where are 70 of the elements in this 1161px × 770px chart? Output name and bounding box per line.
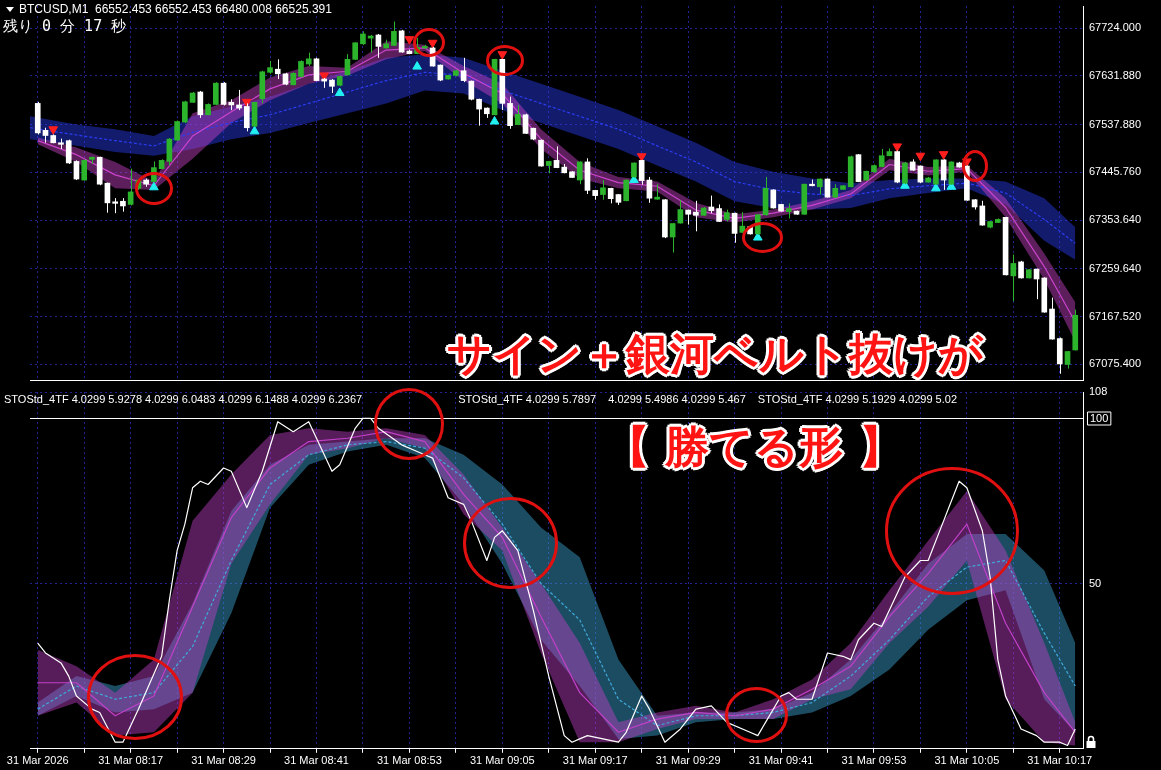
y-tick-label: 67353.640: [1089, 213, 1141, 226]
candlestick: [569, 170, 575, 179]
line-series: [30, 71, 1076, 244]
annotation: サイン＋銀河ベルト抜けが: [447, 328, 983, 379]
candlestick: [716, 203, 722, 223]
point: [241, 98, 252, 108]
x-tick-label: 31 Mar 08:53: [376, 754, 442, 767]
candlestick: [352, 41, 359, 61]
x-tick-label: 31 Mar 10:17: [1027, 754, 1093, 767]
y-tick-label: 67537.880: [1089, 117, 1141, 130]
annotation: STOStd_4TF 4.0299 5.7897: [458, 393, 597, 405]
candlestick: [995, 217, 1001, 224]
x-tick-label: 31 Mar 08:29: [191, 754, 256, 767]
candlestick: [840, 184, 846, 191]
candlestick: [58, 138, 64, 150]
candlestick: [329, 78, 335, 94]
annotation: STOStd_4TF 4.0299 5.9278 4.0299 6.0483 4.0299 6.1488 4.0299 6.2367: [4, 393, 363, 405]
point: [334, 87, 345, 97]
candlestick: [987, 220, 993, 229]
y-tick-label: 67075.400: [1089, 357, 1141, 370]
candlestick: [259, 70, 266, 104]
x-tick-label: 31 Mar 09:41: [748, 754, 814, 767]
x-tick-label: 31 Mar 08:41: [284, 754, 349, 767]
y-tick-label: 67167.520: [1089, 309, 1141, 322]
y-tick-label: 50: [1089, 576, 1102, 589]
candlestick: [785, 202, 792, 219]
y-tick-label: 67724.000: [1089, 21, 1141, 34]
candlestick: [545, 160, 552, 174]
candlestick: [685, 209, 691, 226]
annotation: 4.0299 5.4986 4.0299 5.467: [608, 393, 746, 405]
candlestick: [600, 179, 606, 201]
candlestick: [112, 197, 118, 214]
point: [636, 153, 647, 162]
candlestick: [592, 189, 599, 201]
x-tick-label: 31 Mar 09:17: [562, 754, 628, 767]
candlestick: [267, 60, 273, 75]
chart-title: BTCUSD,M1 66552.453 66552.453 66480.008 66525.391: [19, 2, 332, 16]
candlestick: [623, 179, 630, 202]
point: [489, 116, 500, 125]
y-tick-label: 67445.760: [1089, 165, 1141, 178]
point: [938, 151, 949, 160]
point: [915, 152, 926, 162]
text: 残り 0 分 17 秒: [3, 17, 127, 36]
point: [404, 36, 415, 45]
candlestick: [693, 200, 699, 232]
candlestick: [871, 164, 877, 174]
x-tick-label: 31 Mar 2026: [6, 754, 69, 767]
candlestick: [96, 156, 103, 186]
candlestick: [724, 209, 730, 222]
x-tick-label: 31 Mar 10:05: [934, 754, 1000, 767]
x-tick-label: 31 Mar 09:29: [655, 754, 721, 767]
candlestick: [298, 59, 304, 78]
y-tick-label: 108: [1089, 385, 1108, 398]
ref-line-label: 100: [1090, 412, 1109, 425]
point: [249, 125, 260, 135]
x-tick-label: 31 Mar 09:53: [841, 754, 907, 767]
point: [892, 143, 903, 152]
candlestick: [89, 156, 95, 165]
point: [48, 126, 59, 135]
candlestick: [878, 148, 885, 168]
candlestick: [336, 74, 343, 87]
y-tick-label: 67631.880: [1089, 69, 1141, 82]
candlestick: [143, 178, 149, 188]
candlestick: [654, 183, 660, 201]
annotation: STOStd_4TF 4.0299 5.1929 4.0299 5.02: [757, 393, 958, 405]
candlestick: [391, 21, 397, 47]
x-tick-label: 31 Mar 09:05: [469, 754, 535, 767]
y-tick-label: 67259.640: [1089, 261, 1141, 274]
annotation: 【 勝てる形 】: [606, 421, 903, 472]
x-tick-label: 31 Mar 08:17: [98, 754, 164, 767]
